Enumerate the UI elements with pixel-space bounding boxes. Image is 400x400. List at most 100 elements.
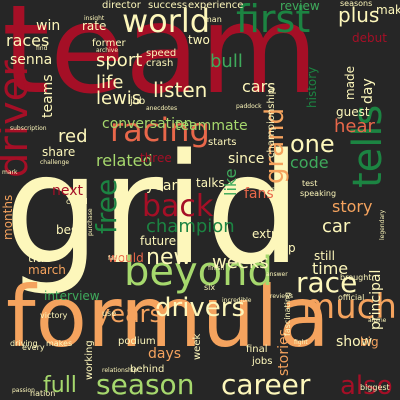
word-tells: tells xyxy=(345,105,391,188)
word-paddock: paddock xyxy=(236,103,262,110)
word-code: code xyxy=(290,153,329,172)
word-speed: speed xyxy=(146,48,176,59)
word-back: back xyxy=(142,189,214,224)
word-season: season xyxy=(96,368,194,400)
word-red: red xyxy=(58,126,88,147)
word-still: still xyxy=(314,249,335,263)
word-new: new xyxy=(146,245,191,270)
word-finish: finish xyxy=(208,265,224,272)
word-legendary: legendary xyxy=(379,209,386,240)
word-life: life xyxy=(96,72,123,93)
word-talks: talks xyxy=(196,176,225,190)
word-driver: driver xyxy=(0,60,37,178)
word-starts: starts xyxy=(208,137,237,148)
word-months: months xyxy=(1,195,15,240)
word-grid: grid xyxy=(4,121,302,298)
word-sport: sport xyxy=(96,50,142,71)
word-reviews: reviews xyxy=(270,293,293,300)
word-top: top xyxy=(276,241,296,255)
word-car: car xyxy=(322,216,351,237)
word-one: one xyxy=(290,130,335,158)
word-man: man xyxy=(204,15,222,24)
word-biggest: biggest xyxy=(360,383,390,392)
word-bull: bull xyxy=(210,51,243,72)
word-passion: passion xyxy=(12,387,35,394)
word-like: like xyxy=(221,169,240,196)
word-hear: hear xyxy=(334,116,376,137)
word-share: share xyxy=(42,145,75,159)
word-career: career xyxy=(221,368,311,400)
word-plus: plus xyxy=(338,3,379,27)
word-answer: answer xyxy=(266,271,288,278)
word-year: year xyxy=(146,178,177,194)
word-also: also xyxy=(340,371,393,400)
word-guest: guest xyxy=(336,105,370,119)
word-history: history xyxy=(305,67,319,108)
word-formula: formula xyxy=(6,268,330,366)
word-make: make xyxy=(376,3,400,17)
word-could: could xyxy=(66,197,88,206)
word-champion: champion xyxy=(146,216,235,237)
word-conversation: conversation xyxy=(102,116,192,132)
word-insight: insight xyxy=(84,15,105,22)
word-senna: senna xyxy=(10,52,52,68)
word-nation: nation xyxy=(30,389,55,398)
word-best: best xyxy=(56,223,82,237)
word-brought: brought xyxy=(340,273,371,282)
word-two: two xyxy=(188,33,210,47)
word-championship: championship xyxy=(266,88,277,158)
word-teams: teams xyxy=(40,74,56,118)
word-years: years xyxy=(96,300,162,328)
word-future: future xyxy=(140,234,176,248)
word-since: since xyxy=(228,151,264,167)
word-first: first xyxy=(236,0,310,41)
word-review: review xyxy=(280,0,320,13)
word-alpine: alpine xyxy=(368,317,387,324)
word-behind: behind xyxy=(130,364,164,375)
word-fight: fight xyxy=(294,339,308,346)
word-win: win xyxy=(36,18,60,34)
word-father: father xyxy=(108,255,127,262)
word-fascinating: fascinating xyxy=(283,292,292,336)
word-principal: principal xyxy=(368,270,384,330)
word-experience: experience xyxy=(188,0,243,11)
word-relationship: relationship xyxy=(102,367,137,374)
word-would: would xyxy=(108,251,144,265)
word-extra: extra xyxy=(252,227,283,241)
word-job: job xyxy=(129,96,145,107)
word-test: test xyxy=(302,179,317,188)
word-seasons: seasons xyxy=(340,0,372,8)
word-week: week xyxy=(192,334,203,360)
word-inside: inside xyxy=(264,185,288,194)
word-six: six xyxy=(204,283,215,292)
word-every: every xyxy=(22,343,45,352)
word-time: time xyxy=(312,259,348,278)
word-interview: interview xyxy=(44,289,100,303)
word-racing: racing xyxy=(110,111,210,149)
word-official: official xyxy=(338,293,364,302)
word-cars: cars xyxy=(242,77,276,96)
word-made: made xyxy=(343,66,357,100)
word-full: full xyxy=(43,373,77,398)
word-rate: rate xyxy=(82,19,106,33)
word-anecdotes: anecdotes xyxy=(146,105,177,112)
word-drivers: drivers xyxy=(155,293,245,323)
word-grand: grand xyxy=(260,108,290,184)
word-story: story xyxy=(332,197,372,216)
word-next: next xyxy=(52,183,84,199)
word-find: find xyxy=(36,45,48,52)
word-title: title xyxy=(28,251,51,265)
word-show: show xyxy=(336,334,372,350)
word-big: big xyxy=(360,335,379,349)
word-purchase: purchase xyxy=(87,208,94,236)
word-archive: archive xyxy=(96,47,118,54)
word-success: success xyxy=(148,0,187,11)
word-world: world xyxy=(122,2,210,40)
word-listen: listen xyxy=(153,78,207,102)
word-beyond: beyond xyxy=(124,249,273,295)
word-team: team xyxy=(2,0,319,121)
word-day: day xyxy=(360,78,376,104)
